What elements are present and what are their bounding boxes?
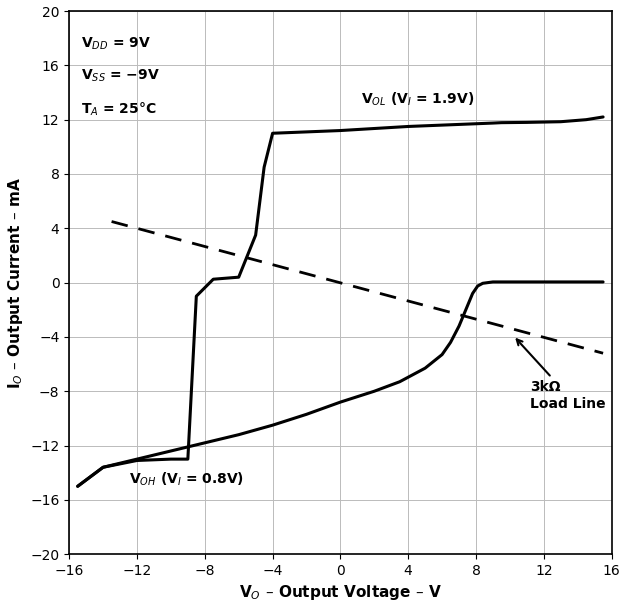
Text: 3kΩ
Load Line: 3kΩ Load Line bbox=[516, 339, 606, 410]
X-axis label: V$_O$ – Output Voltage – V: V$_O$ – Output Voltage – V bbox=[239, 584, 442, 603]
Text: V$_{DD}$ = 9V: V$_{DD}$ = 9V bbox=[81, 35, 151, 52]
Y-axis label: I$_O$ – Output Current – mA: I$_O$ – Output Current – mA bbox=[6, 177, 24, 389]
Text: V$_{OH}$ (V$_I$ = 0.8V): V$_{OH}$ (V$_I$ = 0.8V) bbox=[128, 471, 244, 488]
Text: T$_A$ = 25°C: T$_A$ = 25°C bbox=[81, 101, 156, 118]
Text: V$_{OL}$ (V$_I$ = 1.9V): V$_{OL}$ (V$_I$ = 1.9V) bbox=[361, 91, 474, 108]
Text: V$_{SS}$ = −9V: V$_{SS}$ = −9V bbox=[81, 68, 160, 85]
